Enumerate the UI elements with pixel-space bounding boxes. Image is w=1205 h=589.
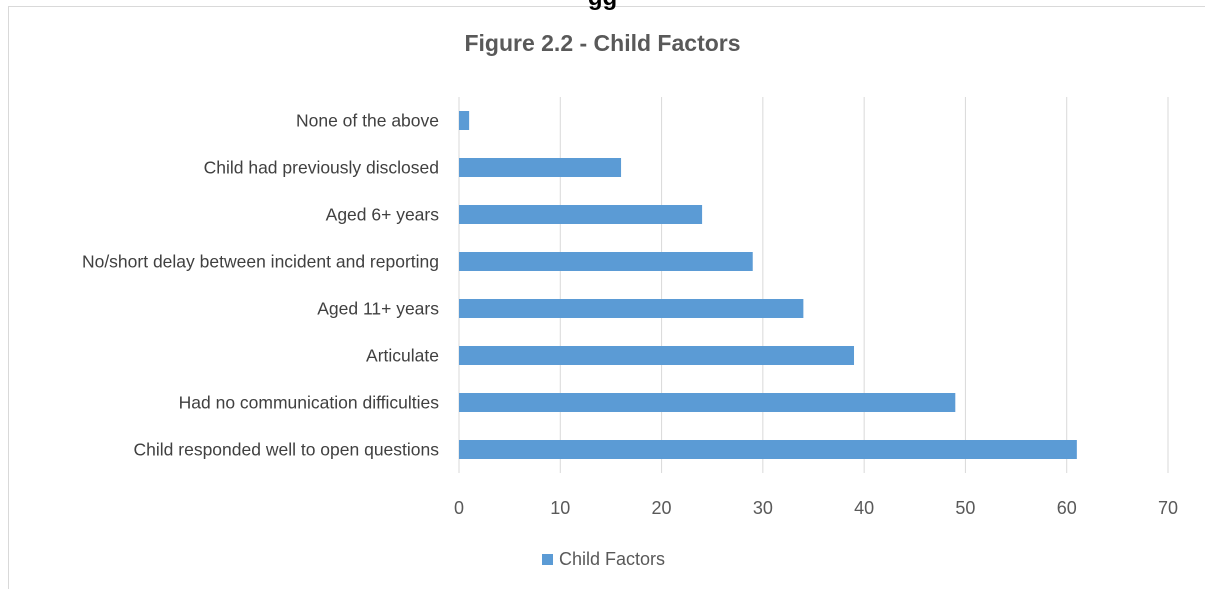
chart-legend: Child Factors [542, 549, 665, 570]
clipped-heading-text: gg [0, 0, 1205, 12]
bar [459, 111, 470, 130]
bar [459, 252, 753, 271]
bar [459, 346, 855, 365]
x-tick-label: 60 [1057, 498, 1077, 518]
bar [459, 299, 804, 318]
category-label: Aged 6+ years [326, 205, 440, 225]
bar [459, 205, 703, 224]
x-tick-label: 30 [753, 498, 773, 518]
category-label: Articulate [366, 346, 439, 366]
category-label: Aged 11+ years [317, 299, 439, 319]
chart-area [8, 6, 1205, 589]
x-tick-label: 40 [854, 498, 874, 518]
x-tick-label: 20 [652, 498, 672, 518]
category-label: Had no communication difficulties [179, 393, 440, 413]
chart-title: Figure 2.2 - Child Factors [464, 30, 741, 56]
bar [459, 440, 1077, 459]
category-label: Child had previously disclosed [204, 158, 439, 178]
legend-swatch [542, 554, 553, 565]
bar [459, 158, 622, 177]
x-tick-label: 50 [955, 498, 975, 518]
category-label: No/short delay between incident and repo… [82, 252, 439, 272]
x-tick-label: 0 [454, 498, 464, 518]
bar [459, 393, 956, 412]
category-label: None of the above [296, 111, 439, 131]
category-label: Child responded well to open questions [134, 440, 440, 460]
x-tick-label: 10 [550, 498, 570, 518]
x-tick-label: 70 [1158, 498, 1178, 518]
legend-label: Child Factors [559, 549, 666, 569]
